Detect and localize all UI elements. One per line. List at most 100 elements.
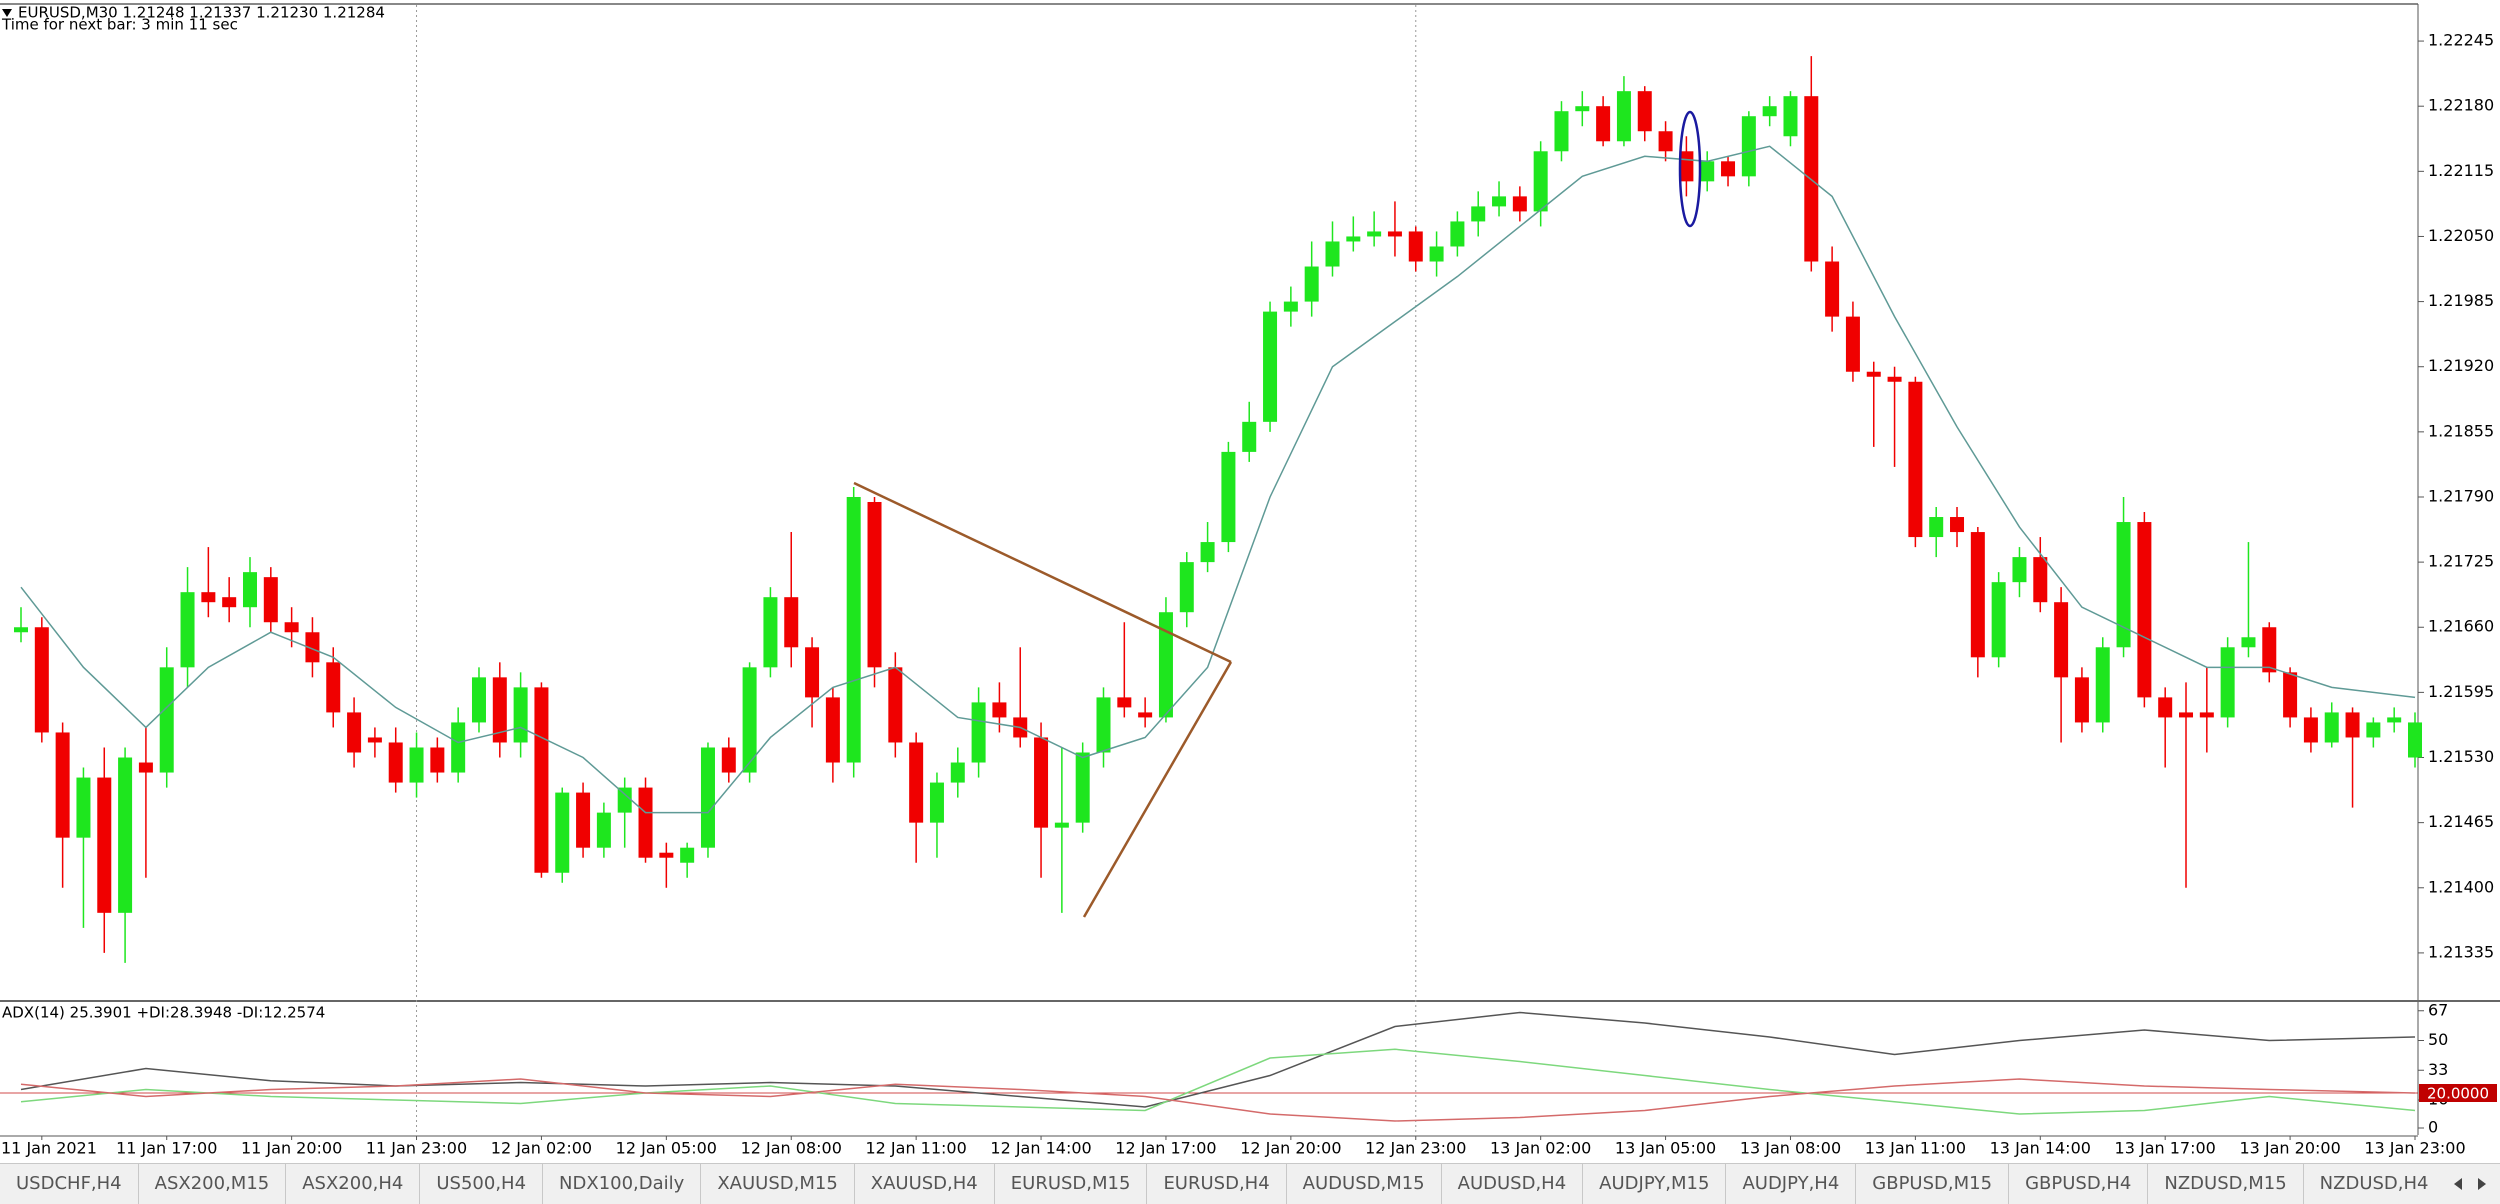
candle-body (1845, 316, 1860, 372)
candle-body (2387, 717, 2402, 723)
candle-body (2345, 712, 2360, 738)
candle-body (1179, 562, 1194, 613)
y-tick-label: 33 (2428, 1060, 2448, 1079)
y-tick-label: 1.21400 (2428, 877, 2494, 896)
symbol-tab[interactable]: XAUUSD,H4 (855, 1164, 995, 1204)
candle-body (1970, 532, 1985, 658)
moving-average (20, 145, 2416, 814)
candle-body (784, 597, 799, 648)
symbol-tab[interactable]: GBPUSD,H4 (2009, 1164, 2149, 1204)
x-tick-label: 12 Jan 08:00 (741, 1139, 842, 1158)
candle-body (76, 777, 91, 838)
candle-body (638, 787, 653, 858)
candle-body (2179, 712, 2194, 718)
y-tick-label: 50 (2428, 1030, 2448, 1049)
candle-body (34, 627, 49, 733)
candle-body (14, 627, 28, 633)
candle-body (763, 597, 778, 668)
candle-body (159, 667, 174, 773)
symbol-tab[interactable]: AUDJPY,M15 (1583, 1164, 1727, 1204)
y-tick-label: 1.22115 (2428, 161, 2494, 180)
symbol-tab[interactable]: NZDUSD,M15 (2148, 1164, 2304, 1204)
candle-body (950, 762, 965, 783)
x-tick-label: 11 Jan 23:00 (366, 1139, 467, 1158)
candle-body (1533, 151, 1548, 212)
x-tick-label: 11 Jan 17:00 (116, 1139, 217, 1158)
chart-title: EURUSD,M30 1.21248 1.21337 1.21230 1.212… (18, 4, 385, 22)
candle-body (555, 792, 570, 873)
tab-scroll[interactable] (2440, 1164, 2500, 1204)
candle-body (909, 742, 924, 823)
candle-body (1387, 231, 1402, 237)
y-tick-label: 1.21530 (2428, 747, 2494, 766)
y-tick-label: 1.21790 (2428, 486, 2494, 505)
candle-body (1512, 196, 1527, 212)
candle-body (1263, 311, 1278, 422)
y-tick-label: 1.22245 (2428, 31, 2494, 50)
x-tick-label: 13 Jan 20:00 (2239, 1139, 2340, 1158)
candle-body (867, 501, 882, 668)
x-tick-label: 12 Jan 14:00 (990, 1139, 1091, 1158)
symbol-tab[interactable]: ASX200,M15 (139, 1164, 287, 1204)
candle-body (284, 622, 299, 633)
chart: 1.22245 1.22180 1.22115 1.22050 1.21985 1.219… (0, 3, 2500, 1158)
candle-body (471, 677, 486, 723)
y-tick-label: 1.21920 (2428, 356, 2494, 375)
symbol-tab[interactable]: USDCHF,H4 (0, 1164, 139, 1204)
candle-body (1117, 697, 1132, 708)
y-tick-label: 1.22180 (2428, 96, 2494, 115)
candle-body (680, 847, 695, 863)
candle-body (1096, 697, 1111, 753)
candle-body (1950, 517, 1965, 533)
candle-body (1700, 161, 1715, 182)
candle-body (326, 662, 341, 713)
highlight-ellipse (1678, 110, 1702, 228)
candle-body (1616, 91, 1631, 142)
candle-body (1242, 421, 1257, 452)
candle-body (451, 722, 466, 773)
y-tick-label: 1.21595 (2428, 682, 2494, 701)
candle-body (1741, 116, 1756, 177)
candle-body (430, 747, 445, 773)
y-tick-label: 1.21465 (2428, 812, 2494, 831)
indicator-title: ADX(14) 25.3901 +DI:28.3948 -DI:12.2574 (2, 1004, 325, 1022)
candle-body (367, 737, 382, 743)
level-label-box (2419, 1084, 2497, 1102)
x-tick-label: 13 Jan 11:00 (1865, 1139, 1966, 1158)
symbol-tab[interactable]: ASX200,H4 (286, 1164, 421, 1204)
candle-body (1929, 517, 1944, 538)
candle-body (700, 747, 715, 848)
level-label: 20.0000 (2427, 1085, 2489, 1103)
candle-body (55, 732, 70, 838)
candle-body (1158, 612, 1173, 718)
symbol-tab[interactable]: AUDUSD,M15 (1287, 1164, 1442, 1204)
symbol-tab[interactable]: AUDUSD,H4 (1442, 1164, 1584, 1204)
x-tick-label: 13 Jan 02:00 (1490, 1139, 1591, 1158)
symbol-tab[interactable]: EURUSD,M15 (995, 1164, 1148, 1204)
candle-body (2158, 697, 2173, 718)
candle-body (534, 687, 549, 873)
symbol-tab[interactable]: XAUUSD,M15 (701, 1164, 855, 1204)
chart-subtitle: Time for next bar: 3 min 11 sec (1, 16, 238, 34)
y-tick-label: 1.21985 (2428, 291, 2494, 310)
candle-body (347, 712, 362, 753)
candle-body (1221, 451, 1236, 543)
y-tick-label: 0 (2428, 1118, 2438, 1137)
candle-body (1866, 371, 1881, 377)
y-tick-label: 1.22050 (2428, 226, 2494, 245)
symbol-tab[interactable]: NZDUSD,H4 (2304, 1164, 2446, 1204)
symbol-tab[interactable]: NDX100,Daily (543, 1164, 702, 1204)
symbol-tab[interactable]: EURUSD,H4 (1147, 1164, 1287, 1204)
candle-body (388, 742, 403, 783)
scroll-arrows (2454, 1178, 2486, 1190)
trend-line (1082, 661, 1233, 918)
candle-body (2262, 627, 2277, 673)
symbol-tab[interactable]: GBPUSD,M15 (1856, 1164, 2010, 1204)
symbol-tab[interactable]: AUDJPY,H4 (1726, 1164, 1857, 1204)
symbol-tab[interactable]: US500,H4 (420, 1164, 544, 1204)
candle-body (222, 597, 237, 608)
candle-body (1054, 822, 1069, 828)
candle-body (1762, 106, 1777, 117)
candle-body (513, 687, 528, 743)
